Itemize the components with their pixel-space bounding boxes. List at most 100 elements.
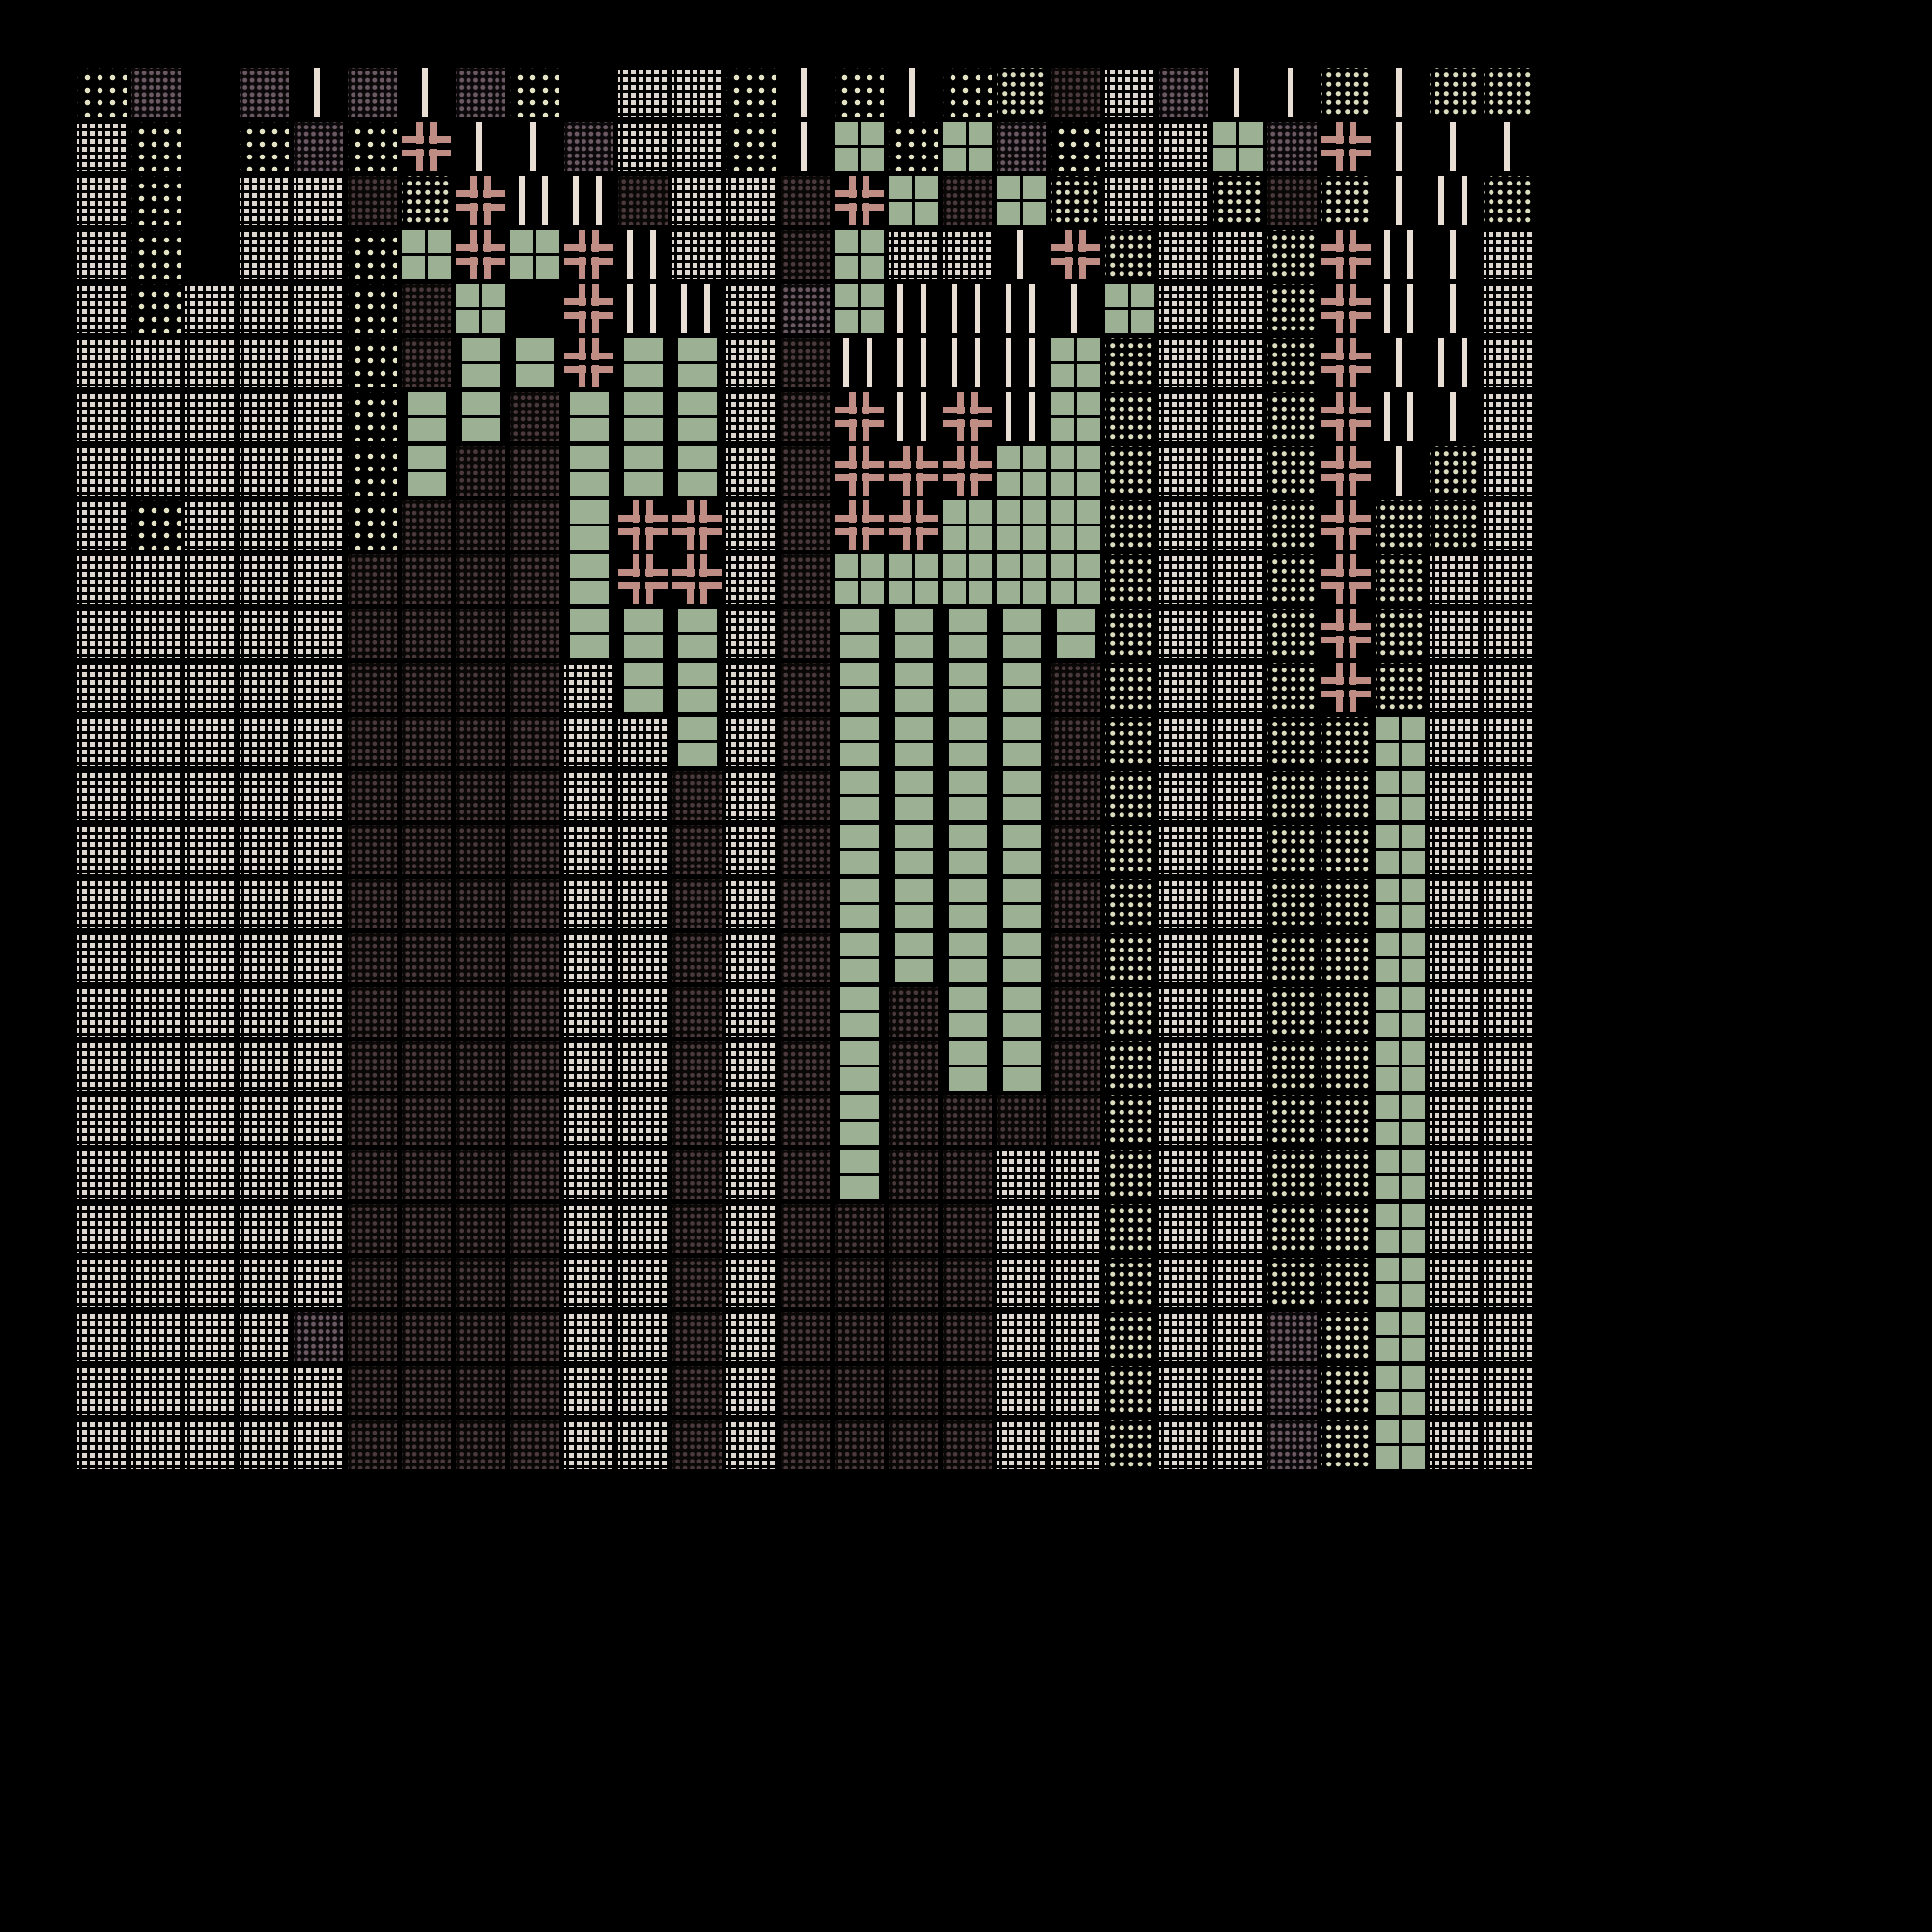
dense-cream-weave-texture [1430,825,1479,874]
pink-cross-glyph-texture [456,176,505,225]
grid-cell [672,825,722,874]
grid-cell [510,717,559,766]
sparse-olive-dots-texture [726,122,776,171]
dense-cream-weave-texture [1159,1204,1208,1253]
grid-cell [456,122,505,171]
grid-cell [1213,825,1263,874]
grid-cell [1051,230,1100,279]
sparse-olive-dots-texture [835,68,884,117]
brown-dot-field-texture [402,1366,451,1415]
dense-cream-weave-texture [1430,1312,1479,1361]
grid-cell [564,1366,613,1415]
brown-dot-field-texture [348,1204,397,1253]
grid-cell [997,176,1046,225]
brown-dot-field-texture [348,1420,397,1469]
grid-cell [1105,392,1154,441]
sparse-olive-dots-texture [131,176,181,225]
grid-cell [997,1366,1046,1415]
dense-cream-weave-texture [1159,825,1208,874]
grid-cell [402,771,451,820]
grid-cell [1213,1312,1263,1361]
dense-cream-weave-texture [131,663,181,712]
grid-cell [943,771,992,820]
dense-cream-weave-texture [618,1258,668,1307]
grid-cell [1376,500,1425,550]
sage-corner-blocks-texture [1376,1204,1425,1253]
grid-cell [1159,338,1208,387]
medium-olive-dots-texture [1267,554,1317,604]
grid-cell [1376,68,1425,117]
dense-cream-weave-texture [1159,500,1208,550]
grid-cell [1484,879,1533,928]
dense-cream-weave-texture [1430,1150,1479,1199]
dense-cream-weave-texture [1159,284,1208,333]
grid-cell [402,1366,451,1415]
grid-cell [1267,933,1317,982]
dense-cream-weave-texture [1430,771,1479,820]
grid-cell [1051,717,1100,766]
grid-cell [294,1366,343,1415]
grid-cell [77,879,127,928]
brown-dot-field-texture [943,1204,992,1253]
brown-dot-field-texture [889,1204,938,1253]
grid-cell [943,663,992,712]
medium-olive-dots-texture [1213,176,1263,225]
dense-cream-weave-texture [1213,1420,1263,1469]
dense-cream-weave-texture [1484,230,1533,279]
dense-cream-weave-texture [1159,717,1208,766]
grid-cell [348,68,397,117]
grid-cell [943,1150,992,1199]
grid-cell [943,1258,992,1307]
medium-olive-dots-texture [1267,230,1317,279]
dense-cream-weave-texture [1430,663,1479,712]
pink-cross-glyph-texture [618,554,668,604]
sage-slab-pair-texture [835,1041,884,1091]
grid-cell [510,176,559,225]
grid-cell [997,825,1046,874]
grid-cell [131,1150,181,1199]
grid-cell [943,122,992,171]
grid-cell [456,1095,505,1145]
dense-cream-weave-texture [726,1095,776,1145]
brown-dot-field-texture [1051,825,1100,874]
grid-cell [185,933,235,982]
grid-cell [240,1366,289,1415]
brown-dot-field-texture [348,1312,397,1361]
sage-slab-pair-texture [672,392,722,441]
dense-cream-weave-texture [1213,771,1263,820]
grid-cell [889,68,938,117]
grid-cell [835,987,884,1037]
grid-cell [889,122,938,171]
medium-olive-dots-texture [1267,1258,1317,1307]
grid-cell [1430,663,1479,712]
cream-vertical-bars-texture [889,284,938,333]
grid-cell [77,122,127,171]
grid-cell [510,663,559,712]
dense-cream-weave-texture [1430,933,1479,982]
pink-cross-glyph-texture [943,446,992,496]
dense-cream-weave-texture [1484,1420,1533,1469]
grid-cell [1430,1366,1479,1415]
brown-dot-field-texture [456,771,505,820]
grid-cell [1159,446,1208,496]
dense-cream-weave-texture [726,392,776,441]
grid-cell [131,554,181,604]
grid-cell [348,1095,397,1145]
grid-cell [510,771,559,820]
dense-cream-weave-texture [1484,1150,1533,1199]
grid-cell [1051,987,1100,1037]
grid-cell [240,825,289,874]
brown-dot-field-texture [348,176,397,225]
dense-cream-weave-texture [1105,122,1154,171]
dense-cream-weave-texture [726,1366,776,1415]
grid-cell [835,176,884,225]
grid-cell [618,1095,668,1145]
cream-vertical-bars-texture [943,338,992,387]
grid-cell [781,1095,830,1145]
sage-slab-pair-texture [1051,609,1100,658]
sage-slab-pair-texture [835,1095,884,1145]
medium-olive-dots-texture [1267,933,1317,982]
dense-cream-weave-texture [294,446,343,496]
medium-olive-dots-texture [1321,1204,1371,1253]
brown-dot-field-texture [402,771,451,820]
